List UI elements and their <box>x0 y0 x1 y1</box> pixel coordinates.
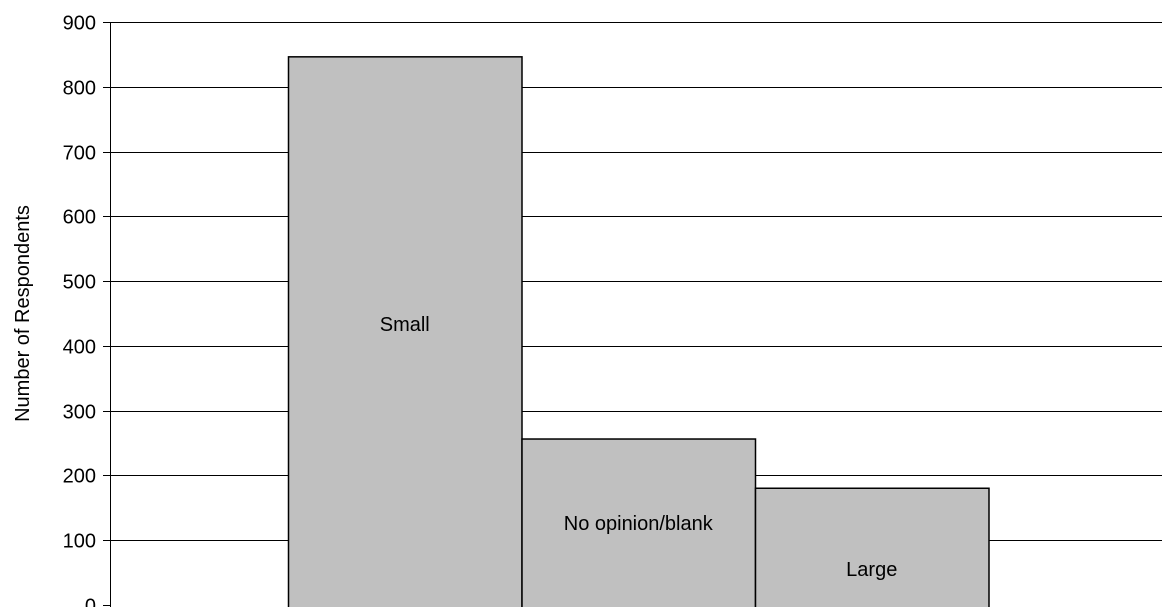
y-tick-labels: 0 100 200 300 400 500 600 700 800 900 <box>63 13 96 607</box>
bar <box>521 438 757 607</box>
y-tick-label: 800 <box>63 78 96 100</box>
y-axis-title: Number of Respondents <box>12 205 34 422</box>
bar-label: Small <box>380 314 430 336</box>
bar <box>287 56 523 607</box>
bar <box>754 487 990 607</box>
y-tick-label: 300 <box>63 402 96 424</box>
bars: Small No opinion/blank Large <box>287 56 990 607</box>
bar-label: No opinion/blank <box>564 513 714 535</box>
y-tick-label: 900 <box>63 13 96 35</box>
y-tick-label: 700 <box>63 143 96 165</box>
y-axis <box>103 22 111 607</box>
y-tick-label: 400 <box>63 337 96 359</box>
bar-label: Large <box>846 559 897 581</box>
gridlines <box>110 22 1162 541</box>
y-tick-label: 600 <box>63 207 96 229</box>
y-tick-label: 500 <box>63 272 96 294</box>
y-tick-label: 0 <box>85 596 96 607</box>
y-tick-label: 100 <box>63 531 96 553</box>
y-tick-label: 200 <box>63 466 96 488</box>
